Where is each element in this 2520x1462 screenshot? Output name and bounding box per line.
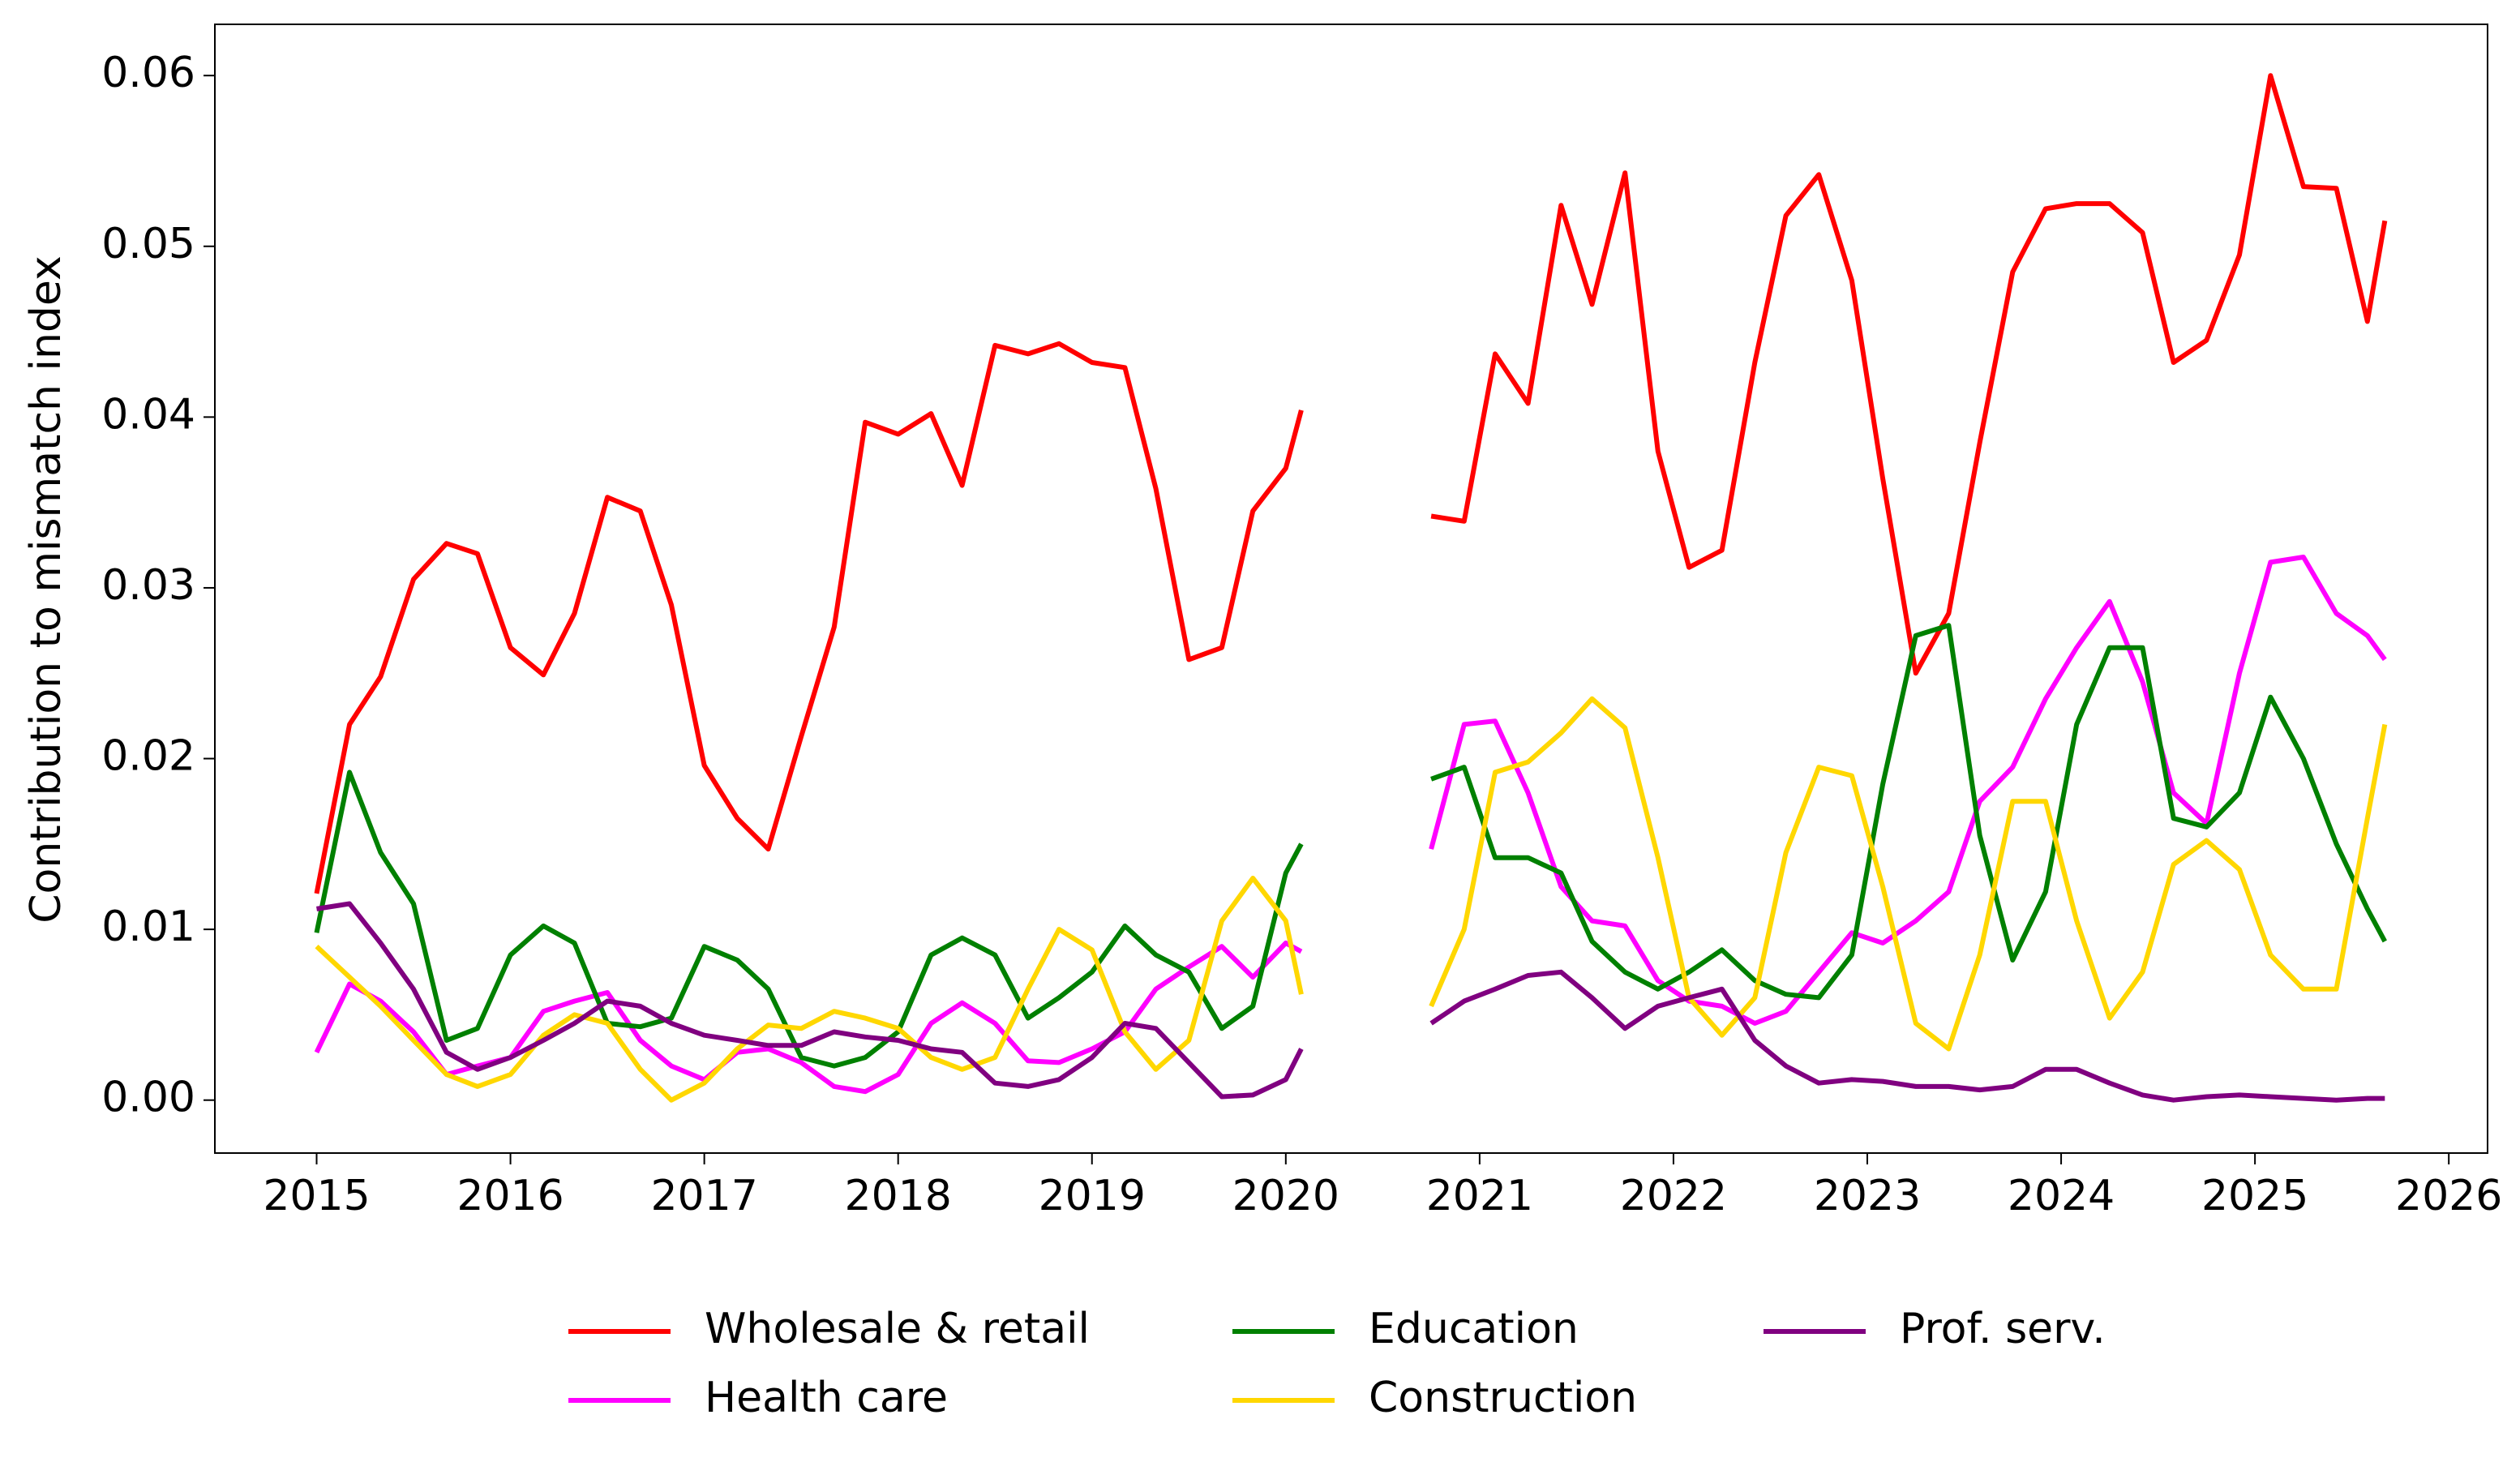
x-tick-label: 2015 xyxy=(263,1172,370,1220)
x-tick-label: 2025 xyxy=(2201,1172,2308,1220)
legend-label: Construction xyxy=(1369,1374,1637,1422)
y-tick-label: 0.03 xyxy=(101,561,195,610)
y-tick-label: 0.00 xyxy=(101,1074,195,1122)
x-tick-label: 2017 xyxy=(650,1172,757,1220)
x-tick-label: 2019 xyxy=(1039,1172,1146,1220)
y-tick-label: 0.05 xyxy=(101,220,195,268)
x-tick-label: 2021 xyxy=(1426,1172,1533,1220)
x-tick-label: 2020 xyxy=(1232,1172,1339,1220)
plot-frame xyxy=(214,24,2488,1154)
x-tick-label: 2018 xyxy=(845,1172,952,1220)
x-tick-label: 2026 xyxy=(2395,1172,2502,1220)
legend-label: Prof. serv. xyxy=(1900,1305,2106,1353)
series-line xyxy=(315,696,2388,1103)
y-tick-label: 0.01 xyxy=(101,902,195,951)
legend-label: Education xyxy=(1369,1305,1579,1353)
y-tick-label: 0.04 xyxy=(101,390,195,439)
series-line xyxy=(314,73,2388,894)
x-tick-label: 2022 xyxy=(1620,1172,1727,1220)
x-tick-label: 2023 xyxy=(1814,1172,1921,1220)
series-line xyxy=(314,623,2387,1069)
series-line xyxy=(314,555,2387,1095)
y-axis-label: Contribution to mismatch index xyxy=(22,255,71,924)
legend-label: Wholesale & retail xyxy=(705,1305,1090,1353)
x-tick-label: 2016 xyxy=(456,1172,564,1220)
x-tick-label: 2024 xyxy=(2008,1172,2115,1220)
y-tick-label: 0.02 xyxy=(101,732,195,781)
y-tick-label: 0.06 xyxy=(101,49,195,97)
series-line xyxy=(316,901,2385,1103)
legend-label: Health care xyxy=(705,1374,948,1422)
